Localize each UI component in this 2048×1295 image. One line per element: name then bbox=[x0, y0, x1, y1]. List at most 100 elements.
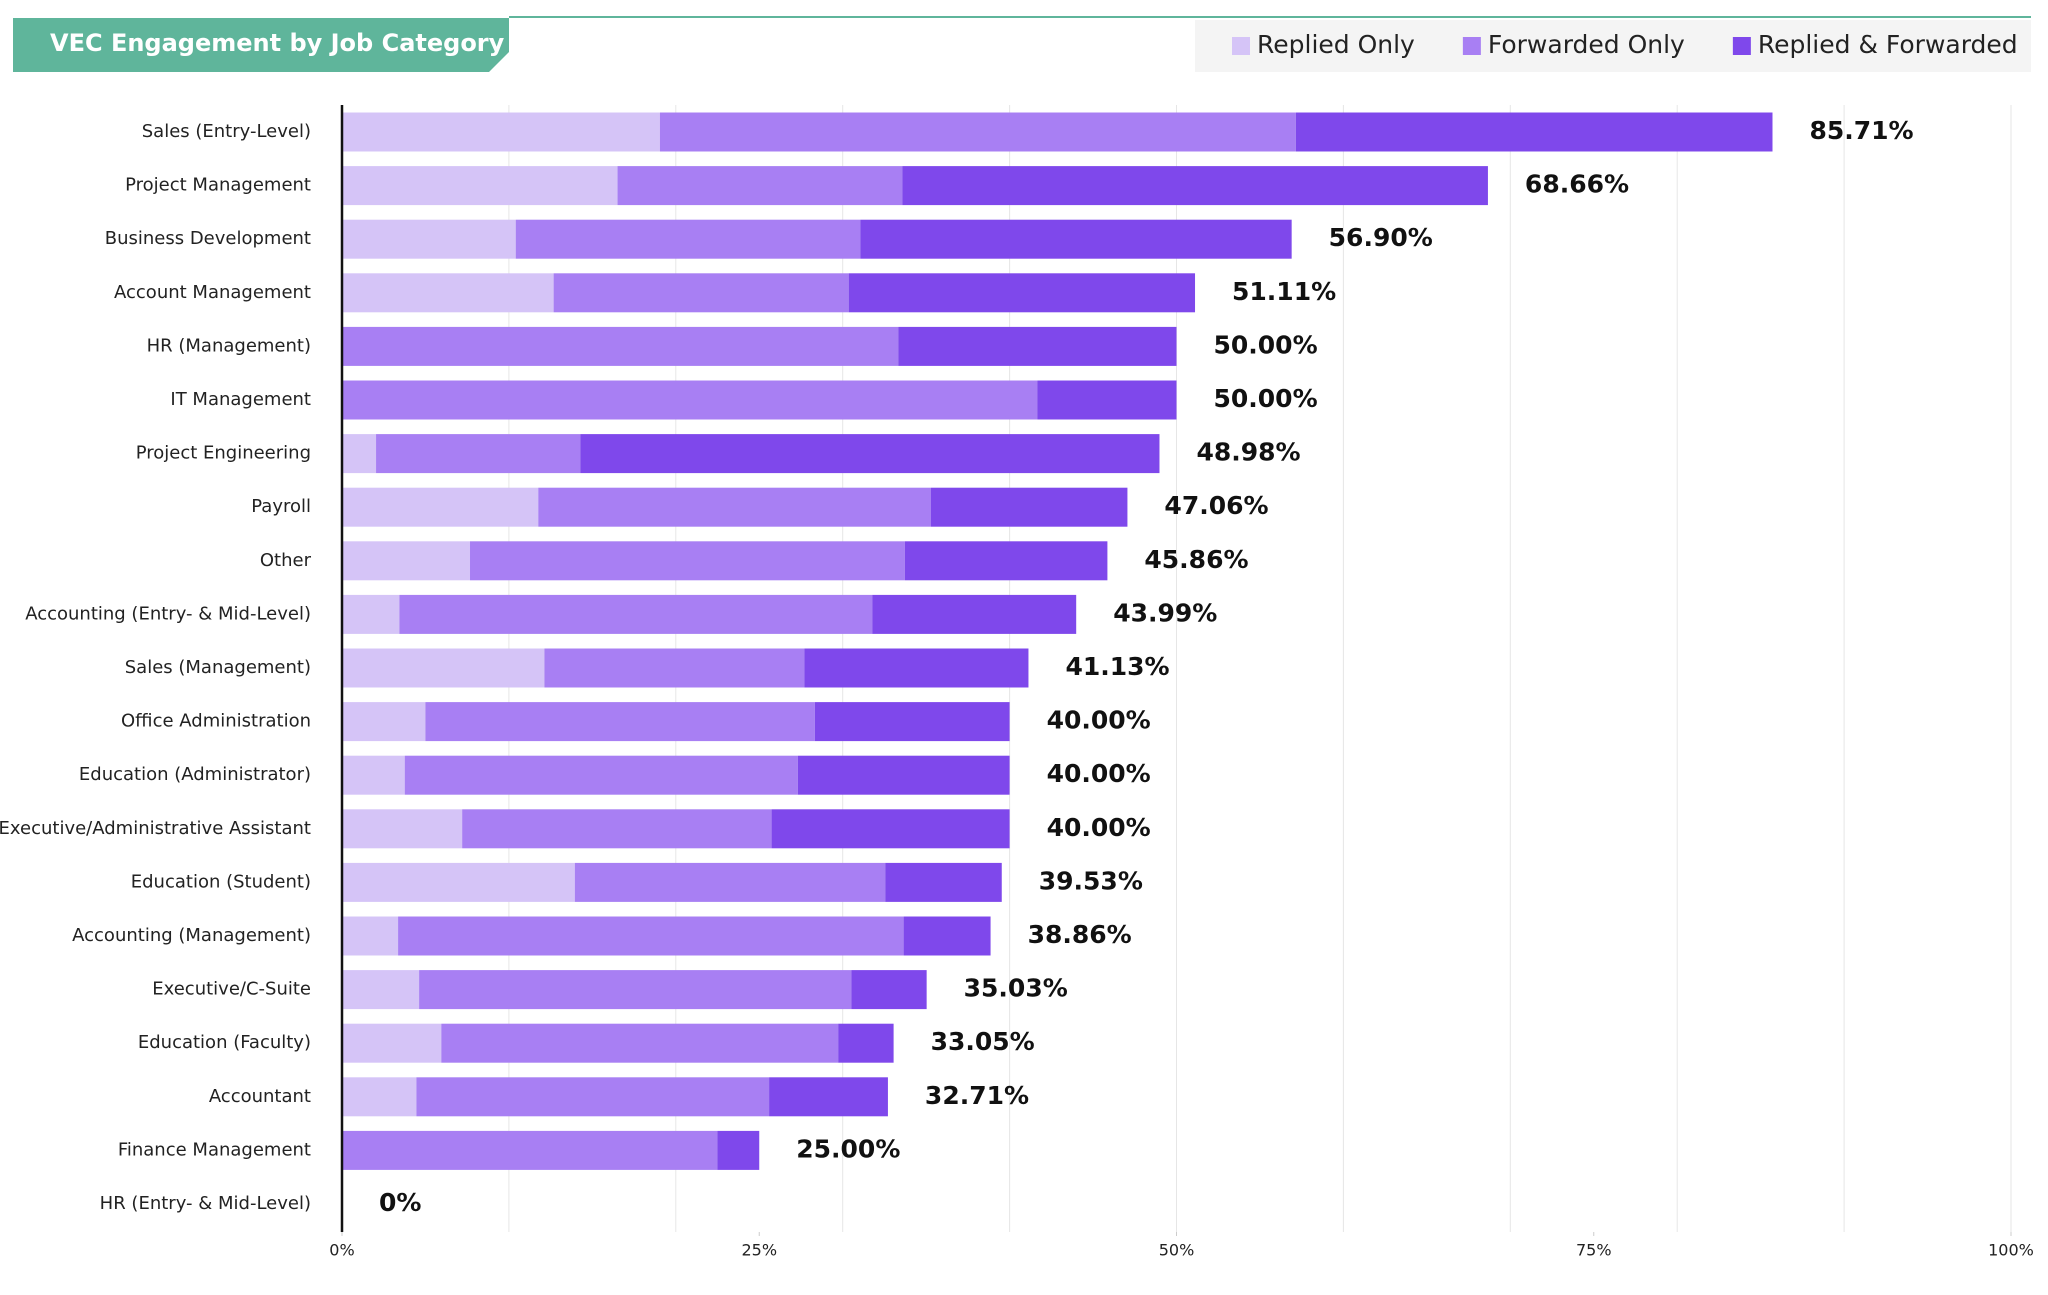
bar-segment bbox=[342, 1130, 718, 1170]
bar-segment bbox=[797, 755, 1010, 795]
bar-segment bbox=[342, 862, 575, 902]
y-tick-label: Executive/C-Suite bbox=[152, 979, 311, 1000]
bar-segment bbox=[814, 702, 1010, 742]
value-label: 50.00% bbox=[1214, 384, 1318, 413]
value-label: 39.53% bbox=[1039, 866, 1143, 895]
bar-segment bbox=[848, 273, 1196, 313]
y-tick-label: Office Administration bbox=[121, 711, 311, 732]
bar-segment bbox=[904, 541, 1108, 581]
value-label: 40.00% bbox=[1047, 813, 1151, 842]
value-label: 25.00% bbox=[796, 1134, 900, 1163]
bar-segment bbox=[717, 1130, 760, 1170]
bar-segment bbox=[903, 916, 991, 956]
y-tick-label: Education (Administrator) bbox=[79, 764, 311, 785]
value-label: 56.90% bbox=[1329, 223, 1433, 252]
bar-segment bbox=[804, 648, 1029, 688]
x-tick-label: 75% bbox=[1576, 1241, 1612, 1260]
bar-segment bbox=[1295, 112, 1773, 152]
bar-segment bbox=[376, 434, 581, 474]
value-label: 41.13% bbox=[1065, 652, 1169, 681]
y-tick-label: Account Management bbox=[114, 282, 311, 303]
bar-segment bbox=[544, 648, 805, 688]
y-tick-label: Other bbox=[260, 550, 312, 571]
y-tick-label: HR (Entry- & Mid-Level) bbox=[100, 1193, 311, 1214]
legend-box bbox=[1195, 20, 2031, 72]
legend-swatch bbox=[1732, 37, 1751, 55]
value-label: 43.99% bbox=[1113, 598, 1217, 627]
value-label: 48.98% bbox=[1196, 438, 1300, 467]
legend-label: Forwarded Only bbox=[1488, 30, 1685, 59]
value-label: 68.66% bbox=[1525, 170, 1629, 199]
legend-label: Replied Only bbox=[1257, 30, 1415, 59]
bar-segment bbox=[470, 541, 905, 581]
bar-segment bbox=[872, 594, 1077, 634]
bar-segment bbox=[342, 1077, 417, 1117]
value-label: 35.03% bbox=[964, 974, 1068, 1003]
bar-segment bbox=[659, 112, 1296, 152]
y-tick-label: Education (Student) bbox=[131, 871, 311, 892]
bar-segment bbox=[404, 755, 798, 795]
bar-segment bbox=[902, 166, 1488, 206]
y-tick-label: Project Engineering bbox=[136, 443, 311, 464]
bar-segment bbox=[342, 648, 545, 688]
value-label: 51.11% bbox=[1232, 277, 1336, 306]
bar-segment bbox=[419, 970, 852, 1010]
value-label: 50.00% bbox=[1214, 330, 1318, 359]
bar-segment bbox=[342, 594, 400, 634]
y-tick-label: Accounting (Management) bbox=[72, 925, 311, 946]
bar-segment bbox=[617, 166, 903, 206]
y-tick-label: IT Management bbox=[170, 389, 311, 410]
bar-segment bbox=[342, 326, 899, 366]
bar-segment bbox=[425, 702, 815, 742]
bar-segment bbox=[538, 487, 931, 527]
bar-segment bbox=[398, 916, 904, 956]
y-tick-label: Finance Management bbox=[118, 1139, 311, 1160]
y-tick-label: Accountant bbox=[209, 1086, 311, 1107]
bar-segment bbox=[574, 862, 886, 902]
bar-segment bbox=[342, 1023, 442, 1063]
value-label: 40.00% bbox=[1047, 759, 1151, 788]
bar-segment bbox=[342, 166, 618, 206]
bar-segment bbox=[342, 541, 471, 581]
bar-segment bbox=[462, 809, 772, 849]
legend-swatch bbox=[1232, 37, 1250, 55]
y-tick-label: Executive/Administrative Assistant bbox=[0, 818, 311, 839]
bar-segment bbox=[771, 809, 1010, 849]
bar-segment bbox=[342, 755, 405, 795]
bar-segment bbox=[441, 1023, 839, 1063]
bar-segment bbox=[416, 1077, 770, 1117]
bar-segment bbox=[342, 112, 660, 152]
y-tick-label: Project Management bbox=[125, 175, 311, 196]
bar-segment bbox=[342, 809, 463, 849]
value-label: 45.86% bbox=[1144, 545, 1248, 574]
bar-segment bbox=[553, 273, 849, 313]
y-tick-label: HR (Management) bbox=[147, 335, 311, 356]
x-tick-label: 100% bbox=[1988, 1241, 2034, 1260]
x-tick-label: 50% bbox=[1159, 1241, 1195, 1260]
bar-segment bbox=[769, 1077, 888, 1117]
x-tick-label: 0% bbox=[329, 1241, 354, 1260]
title-banner bbox=[13, 18, 509, 72]
value-label: 0% bbox=[379, 1188, 421, 1217]
chart-title: VEC Engagement by Job Category bbox=[50, 29, 505, 57]
value-label: 32.71% bbox=[925, 1081, 1029, 1110]
y-tick-label: Business Development bbox=[105, 228, 311, 249]
y-tick-label: Education (Faculty) bbox=[138, 1032, 311, 1053]
bar-segment bbox=[860, 219, 1292, 259]
legend-label: Replied & Forwarded bbox=[1758, 30, 2018, 59]
bar-segment bbox=[580, 434, 1160, 474]
bar-segment bbox=[342, 434, 377, 474]
x-tick-label: 25% bbox=[741, 1241, 777, 1260]
bar-segment bbox=[1037, 380, 1177, 420]
bar-segment bbox=[342, 273, 554, 313]
bar-segment bbox=[342, 380, 1038, 420]
bar-segment bbox=[399, 594, 873, 634]
value-label: 47.06% bbox=[1164, 491, 1268, 520]
value-label: 40.00% bbox=[1047, 706, 1151, 735]
bar-segment bbox=[342, 702, 426, 742]
bar-segment bbox=[885, 862, 1002, 902]
y-tick-label: Accounting (Entry- & Mid-Level) bbox=[25, 603, 311, 624]
value-label: 33.05% bbox=[931, 1027, 1035, 1056]
legend-swatch bbox=[1462, 37, 1481, 55]
